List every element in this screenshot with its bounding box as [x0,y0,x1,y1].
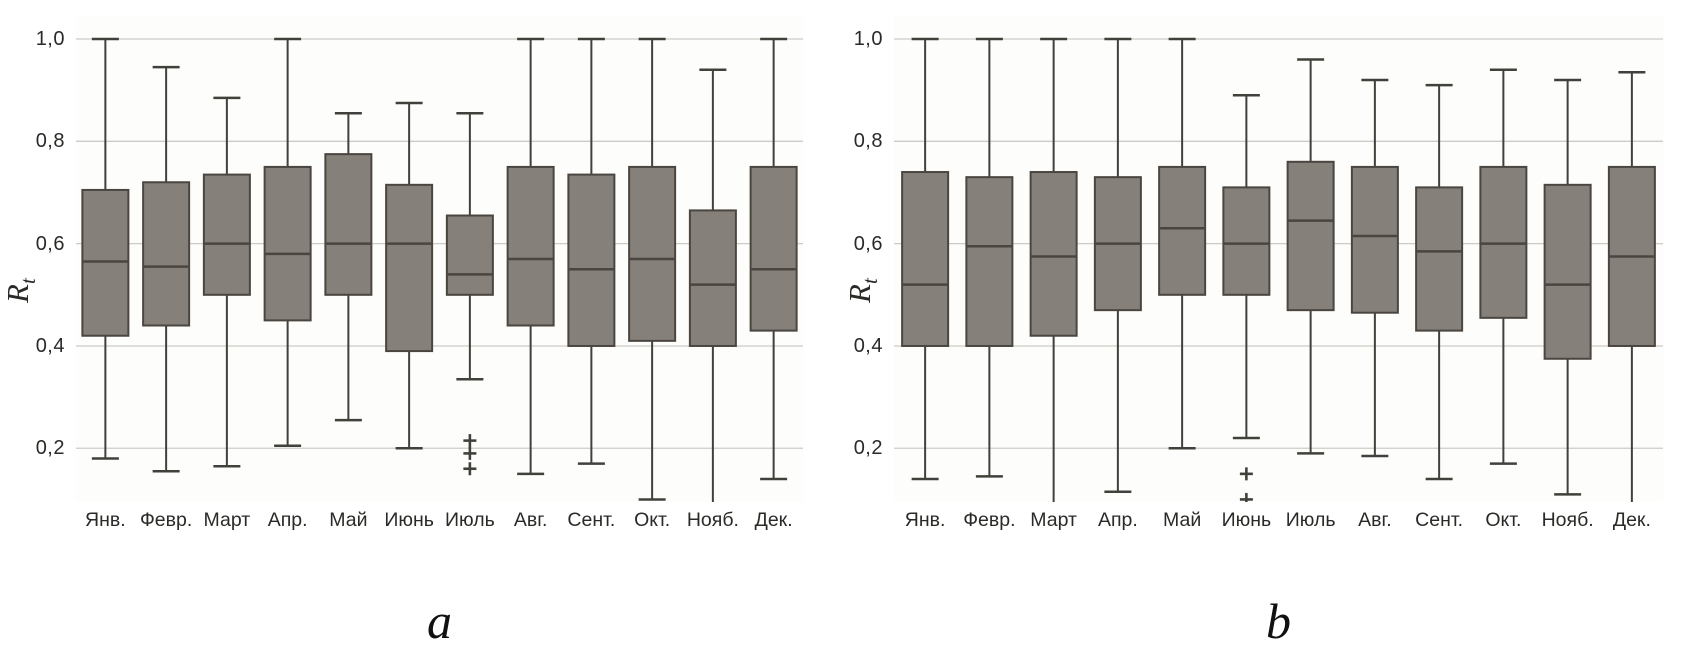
y-tick-label: 0,2 [35,437,65,460]
outlier-plus-icon [463,446,477,460]
box-group-Март [1029,37,1078,502]
plot-area-a [75,16,804,502]
box-group-Июнь [1222,94,1271,502]
box-group-Янв. [81,37,130,460]
y-tick-label: 0,6 [853,232,883,255]
outlier-plus-icon [463,462,477,476]
box-group-Май [324,111,373,422]
box-group-Февр. [142,65,191,473]
x-tick-label: Май [1163,509,1202,531]
x-tick-label: Март [1030,509,1077,531]
box-group-Апр. [263,37,312,447]
box-group-Июль [445,111,494,476]
y-tick-label: 0,2 [853,437,883,460]
x-tick-label: Сент. [567,509,616,531]
boxplot-panel-b: Rt b Янв. Февр. Март Апр. Май Июнь Июль Авг. Сен… [842,0,1687,664]
boxplot-panel-a: Rt a Янв. Февр. Март Апр. Май Июнь Июль Авг. Сен… [0,16,804,649]
x-tick-label: Апр. [1097,509,1138,531]
y-tick-label: 0,4 [853,334,883,357]
box-group-Окт. [1479,68,1528,465]
box-group-Март [202,96,251,468]
box-group-Окт. [628,37,677,501]
y-axis-label: Rt [0,278,41,303]
x-tick-label: Нояб. [686,509,739,531]
box-group-Авг. [1350,78,1399,458]
box-group-Июнь [385,101,434,450]
panel-caption-a: a [427,593,452,649]
y-tick-label: 0,6 [35,232,65,255]
x-tick-label: Март [203,509,251,531]
x-tick-label: Нояб. [1541,509,1594,531]
boxplot-canvas [75,16,804,502]
box-group-Февр. [965,37,1014,478]
x-tick-label: Окт. [634,509,671,531]
outlier-plus-icon [1239,467,1253,481]
x-tick-label: Июнь [1221,509,1272,531]
x-tick-label: Янв. [85,509,126,531]
x-tick-label: Дек. [754,509,793,531]
box-group-Янв. [901,37,950,481]
y-tick-label: 0,8 [853,130,883,153]
y-tick-label: 1,0 [35,28,65,51]
outlier-plus-icon [1239,492,1253,502]
x-tick-label: Авг. [513,509,548,531]
box-group-Нояб. [1543,78,1592,496]
y-axis-label: Rt [842,278,883,303]
box-group-Апр. [1093,37,1142,494]
outlier-plus-icon [463,434,477,448]
box-group-Сент. [1415,83,1464,481]
box-group-Авг. [506,37,555,476]
x-tick-label: Янв. [904,509,946,531]
x-tick-label: Май [329,509,368,531]
y-tick-label: 0,4 [35,334,65,357]
x-tick-label: Февр. [139,509,193,531]
x-tick-label: Окт. [1485,509,1522,531]
x-tick-label: Июль [445,509,495,531]
panel-caption-b: b [1266,593,1291,649]
box-group-Дек. [749,37,798,481]
box-group-Дек. [1607,71,1656,502]
y-axis-label-main: R [841,284,877,303]
x-tick-label: Апр. [267,509,308,531]
x-tick-label: Авг. [1358,509,1392,531]
y-axis-label-sub: t [857,278,882,285]
box-group-Июль [1286,58,1335,455]
x-tick-label: Июль [1285,509,1336,531]
box-group-Сент. [567,37,616,465]
y-axis-label-sub: t [15,278,40,285]
x-tick-label: Июнь [384,509,434,531]
plot-area-b [893,16,1664,502]
boxplot-canvas [893,16,1664,502]
x-tick-label: Февр. [963,509,1016,531]
y-axis-label-main: R [0,284,35,303]
x-tick-label: Дек. [1612,509,1651,531]
x-tick-label: Сент. [1415,509,1464,531]
y-tick-label: 0,8 [35,130,65,153]
y-tick-label: 1,0 [853,28,883,51]
box-group-Нояб. [688,68,737,502]
box-group-Май [1158,37,1207,450]
